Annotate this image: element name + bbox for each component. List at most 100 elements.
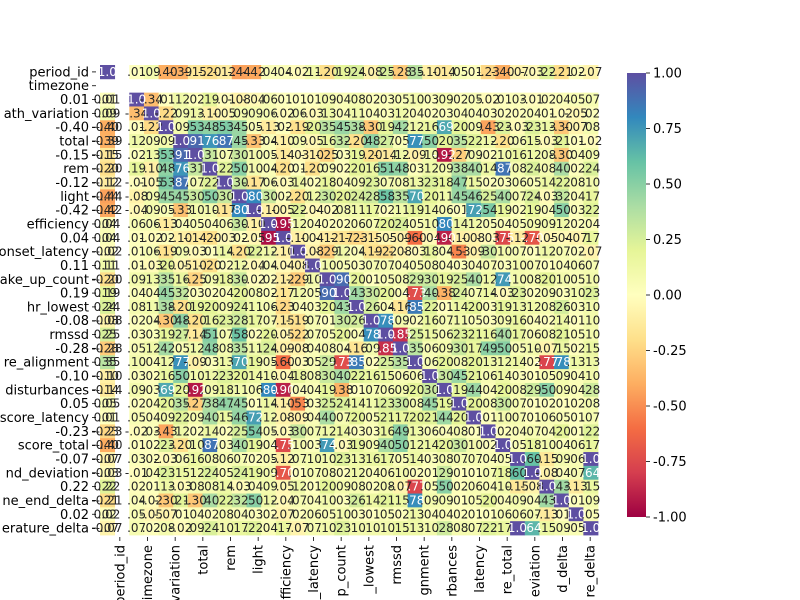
cell-annotation: .19	[186, 300, 205, 314]
heatmap-cell	[480, 327, 496, 342]
heatmap-cell	[231, 341, 247, 356]
cell-annotation: .47	[449, 176, 468, 190]
heatmap-cell	[334, 65, 350, 80]
cell-annotation: .10	[508, 272, 527, 286]
cell-annotation: .17	[581, 231, 600, 245]
heatmap-cell	[349, 175, 365, 190]
cell-annotation: .22	[581, 203, 600, 217]
row-lead-value: -0.44	[91, 189, 122, 203]
cell-annotation: -.75	[491, 231, 514, 245]
heatmap-cell	[334, 465, 350, 481]
cell-annotation: .53	[156, 148, 175, 162]
heatmap-cell	[187, 396, 203, 411]
cell-annotation: -.20	[198, 258, 221, 272]
cell-annotation: .20	[317, 300, 336, 314]
cell-annotation: -.08	[301, 245, 324, 259]
heatmap-cell	[334, 396, 350, 411]
cell-annotation: -.02	[550, 106, 573, 120]
y-tick-label: 0.04	[60, 231, 89, 246]
heatmap-cell	[246, 300, 262, 315]
heatmap-cell	[451, 382, 467, 398]
heatmap-cell	[378, 410, 394, 425]
cell-annotation: .24	[230, 300, 249, 314]
y-tick-label: -0.42	[55, 204, 89, 219]
cell-annotation: .12	[405, 120, 424, 134]
cell-annotation: .20	[435, 134, 454, 148]
cell-annotation: -.44	[96, 189, 119, 203]
heatmap-cell	[187, 493, 203, 508]
heatmap-cell	[363, 161, 379, 176]
heatmap-cell	[202, 272, 218, 287]
heatmap-cell	[275, 258, 291, 273]
y-tick-label: re_alignment	[4, 356, 89, 371]
heatmap-cell	[349, 382, 365, 398]
heatmap-cell	[261, 272, 277, 287]
row-lead-value: 0.25	[94, 328, 121, 342]
heatmap-cell	[319, 521, 335, 536]
heatmap-cell	[495, 355, 511, 370]
heatmap-cell	[187, 230, 203, 246]
colorbar: 1.000.750.500.250.00-0.25-0.50-0.75-1.00	[627, 67, 687, 526]
heatmap-cell	[231, 438, 247, 453]
cell-annotation: .01	[127, 258, 146, 272]
cell-annotation: .30	[230, 148, 249, 162]
cell-annotation: .08	[537, 328, 556, 342]
x-tick-label: gnment	[418, 545, 433, 596]
cell-annotation: .06	[215, 217, 234, 231]
cell-annotation: .25	[98, 328, 117, 342]
cell-annotation: .04	[259, 65, 278, 79]
cell-annotation: .23	[449, 328, 468, 342]
heatmap-cell	[407, 438, 423, 453]
heatmap-cell	[173, 230, 189, 246]
heatmap-cell	[451, 465, 467, 481]
heatmap-cell	[100, 382, 116, 398]
cell-annotation: .14	[479, 162, 498, 176]
heatmap-cell	[173, 313, 189, 329]
heatmap-cell	[158, 341, 174, 356]
heatmap-cell	[290, 244, 306, 259]
heatmap-cell	[407, 521, 423, 536]
cell-annotation: .09	[230, 106, 249, 120]
cell-annotation: .22	[288, 203, 307, 217]
heatmap-cell	[129, 479, 145, 494]
y-tick-label: -0.15	[55, 148, 89, 163]
heatmap-cell	[143, 341, 159, 356]
heatmap-cell	[363, 230, 379, 246]
cell-annotation: .04	[288, 300, 307, 314]
heatmap-cell	[305, 369, 321, 384]
heatmap-cell	[349, 203, 365, 218]
cell-annotation: .02	[127, 148, 146, 162]
heatmap-cell	[554, 382, 570, 398]
heatmap-cell	[290, 396, 306, 411]
heatmap-cell	[466, 410, 482, 425]
cell-annotation: .18	[317, 176, 336, 190]
heatmap-cell	[187, 369, 203, 384]
heatmap-cell	[275, 424, 291, 439]
row-lead-value: -0.20	[91, 272, 122, 286]
heatmap-cell	[334, 258, 350, 273]
heatmap-cell	[202, 258, 218, 273]
heatmap-cell	[422, 313, 438, 329]
heatmap-cell	[510, 369, 526, 384]
cell-annotation: .07	[435, 314, 454, 328]
heatmap-cell	[583, 161, 599, 176]
heatmap-cell	[158, 300, 174, 315]
cell-annotation: .02	[566, 245, 585, 259]
heatmap-cell	[319, 175, 335, 190]
cell-annotation: .20	[332, 328, 351, 342]
cell-annotation: .48	[200, 120, 219, 134]
cell-annotation: .11	[391, 203, 410, 217]
heatmap-cell	[217, 313, 233, 329]
heatmap-cell	[539, 230, 555, 246]
heatmap-cell	[583, 92, 599, 107]
cell-annotation: .04	[391, 258, 410, 272]
cell-annotation: .04	[523, 106, 542, 120]
heatmap-cell	[378, 300, 394, 315]
cell-annotation: 1.0	[303, 258, 322, 272]
heatmap-cell	[319, 134, 335, 149]
cell-annotation: .02	[215, 258, 234, 272]
heatmap-cell	[436, 230, 452, 246]
cell-annotation: .08	[347, 93, 366, 107]
heatmap-cell	[143, 120, 159, 135]
cell-annotation: .20	[230, 286, 249, 300]
